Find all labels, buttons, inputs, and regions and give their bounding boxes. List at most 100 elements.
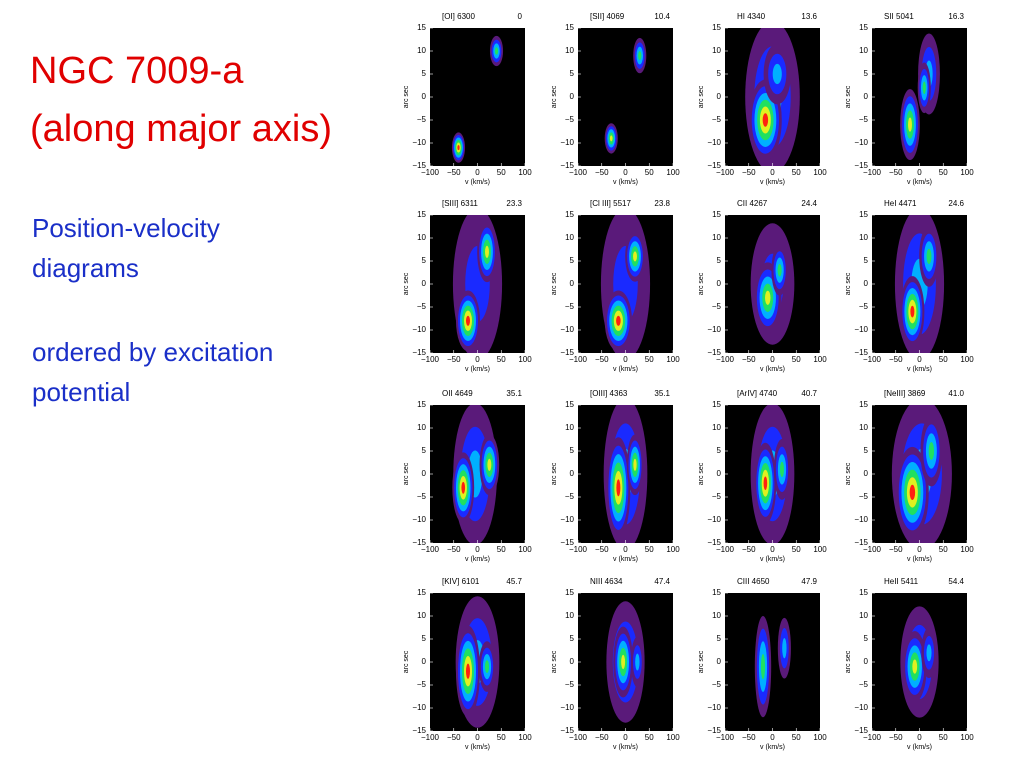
intensity-contour: [928, 442, 935, 460]
x-tick-label: 100: [518, 168, 532, 177]
x-tick-label: 0: [770, 168, 775, 177]
x-tick-label: 50: [645, 355, 654, 364]
y-tick-label: 10: [712, 233, 721, 242]
panel-line: OII 4649: [442, 389, 473, 398]
x-tick-label: 0: [770, 733, 775, 742]
y-axis-label: arc sec: [845, 650, 852, 673]
x-tick-label: −100: [716, 355, 735, 364]
y-axis-label: arc sec: [403, 272, 410, 295]
x-tick-label: 50: [792, 355, 801, 364]
x-tick-label: −50: [742, 355, 756, 364]
panel-potential: 47.9: [801, 577, 817, 586]
x-tick-label: 100: [960, 168, 974, 177]
y-tick-label: −10: [560, 138, 574, 147]
panel-line: [SIII] 6311: [442, 199, 478, 208]
intensity-contour: [633, 251, 637, 262]
emission-map: [451, 35, 504, 163]
y-tick-label: −15: [707, 538, 721, 547]
y-tick-label: 15: [417, 23, 426, 32]
y-tick-label: 10: [859, 46, 868, 55]
x-axis-label: v (km/s): [760, 744, 785, 751]
emission-map: [900, 606, 939, 718]
panel-line: NIII 4634: [590, 577, 623, 586]
x-tick-label: 0: [475, 545, 480, 554]
y-axis-label: arc sec: [845, 85, 852, 108]
y-tick-label: 15: [712, 400, 721, 409]
y-tick-label: −15: [560, 161, 574, 170]
y-tick-label: 5: [570, 256, 575, 265]
x-tick-label: 50: [497, 355, 506, 364]
intensity-contour: [777, 263, 782, 277]
y-tick-label: 0: [717, 279, 722, 288]
intensity-contour: [772, 63, 782, 85]
emission-map: [452, 405, 500, 543]
panel-potential: 47.4: [654, 577, 670, 586]
y-tick-label: 10: [712, 611, 721, 620]
note-line: potential: [32, 377, 131, 407]
x-tick-label: 50: [939, 355, 948, 364]
y-tick-label: 10: [859, 611, 868, 620]
x-tick-label: 100: [666, 733, 680, 742]
y-tick-label: −10: [412, 703, 426, 712]
y-tick-label: −5: [565, 492, 575, 501]
x-tick-label: 100: [666, 355, 680, 364]
intensity-contour: [763, 476, 768, 490]
x-tick-label: −50: [447, 545, 461, 554]
x-tick-label: 0: [917, 733, 922, 742]
note-line: ordered by excitation: [32, 337, 274, 367]
y-tick-label: −15: [560, 348, 574, 357]
y-tick-label: −5: [712, 492, 722, 501]
x-tick-label: 50: [497, 733, 506, 742]
y-tick-label: −5: [417, 115, 427, 124]
x-tick-label: 100: [666, 545, 680, 554]
x-tick-label: −100: [569, 733, 588, 742]
y-tick-label: 0: [717, 657, 722, 666]
panel-potential: 41.0: [948, 389, 964, 398]
y-tick-label: 10: [417, 46, 426, 55]
y-tick-label: 5: [570, 69, 575, 78]
y-tick-label: −10: [854, 138, 868, 147]
intensity-contour: [461, 481, 466, 494]
x-tick-label: 50: [939, 545, 948, 554]
y-tick-label: 5: [570, 446, 575, 455]
y-tick-label: −10: [707, 138, 721, 147]
x-axis-label: v (km/s): [907, 366, 932, 373]
x-tick-label: −50: [595, 168, 609, 177]
y-tick-label: 0: [864, 92, 869, 101]
panel-line: [NeIII] 3869: [884, 389, 926, 398]
y-tick-label: −10: [560, 515, 574, 524]
y-tick-label: 0: [717, 92, 722, 101]
y-tick-label: 10: [417, 611, 426, 620]
panel-potential: 0: [518, 12, 523, 21]
intensity-contour: [484, 660, 490, 673]
y-tick-label: 10: [565, 233, 574, 242]
y-tick-label: 0: [864, 279, 869, 288]
x-tick-label: −50: [742, 545, 756, 554]
y-tick-label: 5: [422, 69, 427, 78]
y-tick-label: 0: [864, 469, 869, 478]
panel-potential: 23.8: [654, 199, 670, 208]
x-tick-label: −50: [889, 545, 903, 554]
panel-line: [SII] 4069: [590, 12, 625, 21]
x-tick-label: −100: [863, 168, 882, 177]
x-tick-label: 50: [792, 168, 801, 177]
y-axis-label: arc sec: [698, 85, 705, 108]
x-tick-label: 50: [645, 168, 654, 177]
x-tick-label: −100: [716, 168, 735, 177]
y-tick-label: −15: [854, 538, 868, 547]
x-axis-label: v (km/s): [465, 366, 490, 373]
y-tick-label: 15: [859, 210, 868, 219]
x-tick-label: 100: [960, 733, 974, 742]
panel-line: [OIII] 4363: [590, 389, 628, 398]
x-tick-label: 100: [518, 733, 532, 742]
intensity-contour: [635, 653, 640, 671]
y-axis-label: arc sec: [403, 85, 410, 108]
y-tick-label: 10: [565, 423, 574, 432]
y-tick-label: 5: [717, 69, 722, 78]
emission-map: [452, 215, 503, 353]
